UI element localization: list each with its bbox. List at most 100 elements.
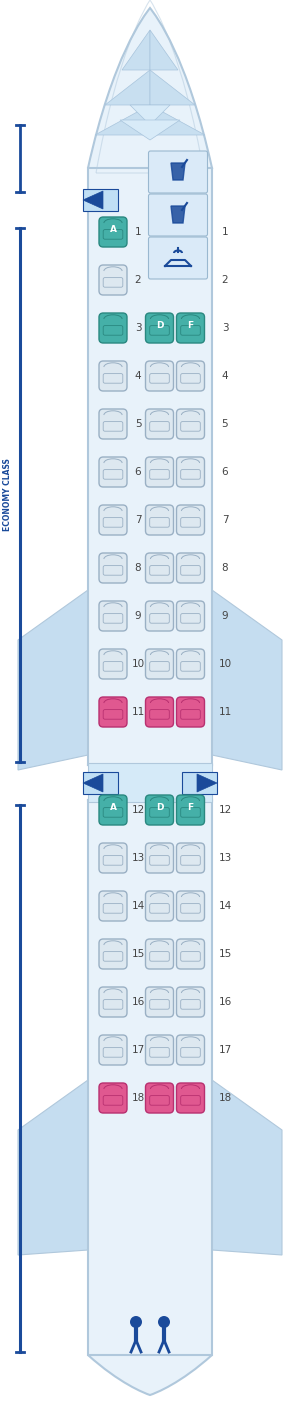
Text: F: F	[188, 321, 194, 329]
FancyBboxPatch shape	[146, 1082, 173, 1113]
Polygon shape	[105, 70, 150, 105]
Polygon shape	[171, 206, 185, 223]
FancyBboxPatch shape	[146, 843, 173, 873]
Polygon shape	[120, 121, 180, 140]
FancyBboxPatch shape	[176, 552, 205, 583]
Text: 15: 15	[131, 949, 145, 959]
FancyBboxPatch shape	[176, 409, 205, 439]
FancyBboxPatch shape	[176, 505, 205, 536]
Text: 3: 3	[135, 322, 141, 334]
Polygon shape	[95, 105, 150, 135]
FancyBboxPatch shape	[176, 892, 205, 921]
Text: A: A	[110, 226, 116, 234]
Text: 8: 8	[135, 564, 141, 573]
Polygon shape	[212, 1080, 282, 1255]
Text: 3: 3	[222, 322, 228, 334]
FancyBboxPatch shape	[148, 193, 208, 236]
FancyBboxPatch shape	[99, 649, 127, 679]
FancyBboxPatch shape	[146, 360, 173, 391]
FancyBboxPatch shape	[176, 649, 205, 679]
FancyBboxPatch shape	[99, 457, 127, 486]
Text: 16: 16	[131, 997, 145, 1007]
FancyBboxPatch shape	[176, 313, 205, 343]
Polygon shape	[83, 191, 103, 209]
FancyBboxPatch shape	[99, 601, 127, 631]
FancyBboxPatch shape	[176, 795, 205, 824]
Text: 15: 15	[218, 949, 232, 959]
Text: A: A	[110, 803, 116, 812]
FancyBboxPatch shape	[176, 457, 205, 486]
FancyBboxPatch shape	[176, 939, 205, 969]
Text: 2: 2	[135, 275, 141, 285]
Bar	[88, 168, 212, 765]
FancyBboxPatch shape	[99, 987, 127, 1016]
PathPatch shape	[88, 1354, 212, 1395]
FancyBboxPatch shape	[146, 409, 173, 439]
FancyBboxPatch shape	[148, 237, 208, 279]
Text: 10: 10	[131, 659, 145, 669]
Text: 5: 5	[135, 419, 141, 429]
Text: 2: 2	[222, 275, 228, 285]
Text: 7: 7	[222, 515, 228, 524]
Text: 11: 11	[218, 707, 232, 716]
Bar	[88, 763, 212, 802]
Text: 6: 6	[135, 467, 141, 477]
Polygon shape	[171, 163, 185, 179]
FancyBboxPatch shape	[99, 552, 127, 583]
FancyBboxPatch shape	[99, 265, 127, 294]
Bar	[182, 773, 217, 794]
Text: D: D	[156, 321, 163, 329]
Polygon shape	[18, 1080, 88, 1255]
Polygon shape	[130, 105, 170, 125]
FancyBboxPatch shape	[176, 1035, 205, 1066]
FancyBboxPatch shape	[146, 987, 173, 1016]
Bar	[83, 189, 118, 210]
Text: 12: 12	[218, 805, 232, 815]
Polygon shape	[150, 70, 195, 105]
FancyBboxPatch shape	[146, 892, 173, 921]
FancyBboxPatch shape	[148, 151, 208, 193]
FancyBboxPatch shape	[146, 457, 173, 486]
Text: 13: 13	[131, 852, 145, 864]
PathPatch shape	[88, 8, 212, 168]
Polygon shape	[150, 105, 205, 135]
FancyBboxPatch shape	[99, 1082, 127, 1113]
Text: 13: 13	[218, 852, 232, 864]
FancyBboxPatch shape	[146, 697, 173, 728]
Polygon shape	[18, 590, 88, 770]
FancyBboxPatch shape	[99, 505, 127, 536]
Text: 16: 16	[218, 997, 232, 1007]
FancyBboxPatch shape	[146, 505, 173, 536]
Text: 17: 17	[131, 1044, 145, 1054]
Text: 8: 8	[222, 564, 228, 573]
FancyBboxPatch shape	[99, 892, 127, 921]
Text: 18: 18	[218, 1094, 232, 1103]
Text: 7: 7	[135, 515, 141, 524]
FancyBboxPatch shape	[99, 939, 127, 969]
Bar	[83, 773, 118, 794]
FancyBboxPatch shape	[146, 552, 173, 583]
FancyBboxPatch shape	[176, 360, 205, 391]
FancyBboxPatch shape	[146, 1035, 173, 1066]
Text: 4: 4	[135, 372, 141, 381]
FancyBboxPatch shape	[146, 313, 173, 343]
Text: D: D	[156, 803, 163, 812]
Circle shape	[158, 1316, 170, 1328]
Bar	[88, 801, 212, 1354]
Polygon shape	[122, 29, 150, 70]
Text: 1: 1	[135, 227, 141, 237]
FancyBboxPatch shape	[176, 1082, 205, 1113]
Text: F: F	[188, 803, 194, 812]
FancyBboxPatch shape	[99, 697, 127, 728]
FancyBboxPatch shape	[146, 601, 173, 631]
Text: 10: 10	[218, 659, 232, 669]
Polygon shape	[150, 29, 178, 70]
FancyBboxPatch shape	[146, 795, 173, 824]
Text: 17: 17	[218, 1044, 232, 1054]
FancyBboxPatch shape	[99, 1035, 127, 1066]
Text: 18: 18	[131, 1094, 145, 1103]
FancyBboxPatch shape	[99, 217, 127, 247]
FancyBboxPatch shape	[99, 843, 127, 873]
Text: 11: 11	[131, 707, 145, 716]
FancyBboxPatch shape	[176, 697, 205, 728]
